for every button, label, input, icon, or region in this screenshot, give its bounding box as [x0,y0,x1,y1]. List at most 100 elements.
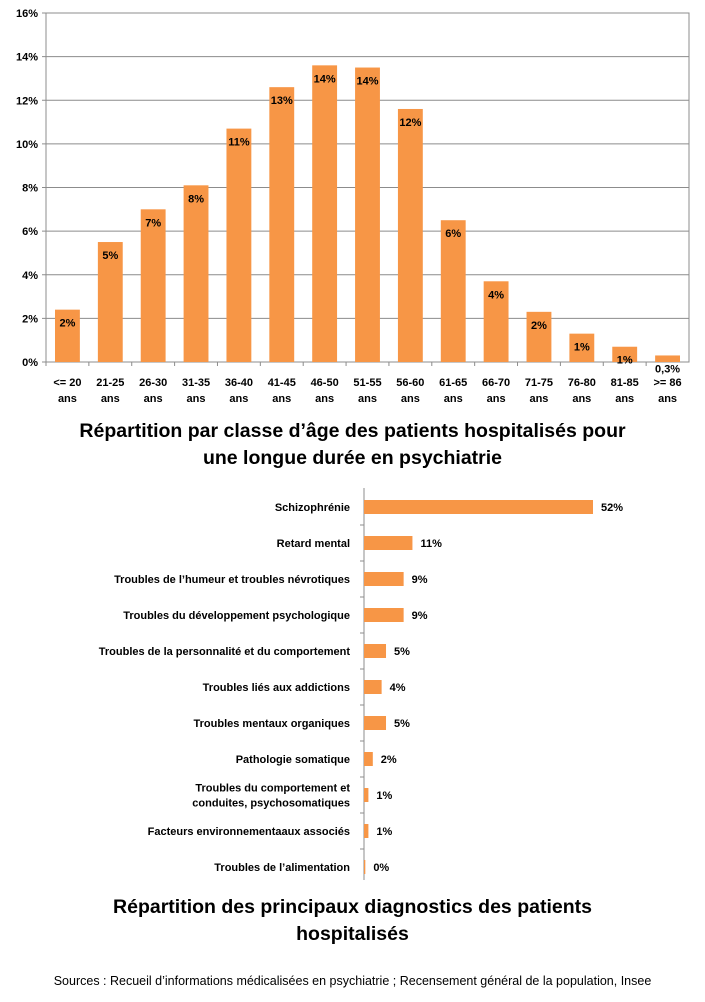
bar [364,860,366,874]
data-label: 5% [394,646,410,658]
data-label: 14% [314,73,336,85]
data-label: 11% [420,538,442,550]
y-tick-label: 0% [22,357,38,369]
x-tick-label: ans [58,393,77,405]
x-tick-label: ans [444,393,463,405]
age-chart-title-line2: une longue durée en psychiatrie [202,447,503,469]
category-label: Troubles liés aux addictions [203,682,350,694]
data-label: 1% [376,826,392,838]
data-label: 5% [102,250,118,262]
bar [526,311,552,362]
data-label: 1% [617,355,633,367]
category-label: Troubles du comportement et [195,783,350,795]
data-label: 13% [271,95,293,107]
data-label: 12% [399,117,421,129]
x-tick-label: 81-85 [611,377,639,389]
x-tick-label: ans [615,393,634,405]
category-label: Facteurs environnementaaux associés [148,826,350,838]
bar [364,788,369,802]
x-tick-label: 56-60 [396,377,424,389]
data-label: 2% [59,318,75,330]
x-tick-label: ans [401,393,420,405]
bar [364,824,369,838]
category-label: Troubles mentaux organiques [194,718,350,730]
bar [226,128,252,362]
data-label: 0% [373,862,389,874]
age-chart-title-line1: Répartition par classe d’âge des patient… [79,420,626,442]
y-tick-label: 10% [16,139,38,151]
diagnosis-distribution-chart: 52% Schizophrénie 11% Retard mental 9% Troubl… [99,488,623,880]
diagnosis-chart-title-line2: hospitalisés [296,923,409,945]
data-label: 5% [394,718,410,730]
data-label: 11% [228,137,250,149]
data-label: 0,3% [655,363,680,375]
data-label: 2% [531,320,547,332]
y-tick-label: 14% [16,52,38,64]
y-tick-label: 8% [22,183,38,195]
diagnosis-chart-title: Répartition des principaux diagnostics d… [0,894,705,948]
y-tick-label: 2% [22,313,38,325]
bar [312,65,338,362]
bar [364,752,373,766]
category-label: Troubles du développement psychologique [123,610,350,622]
data-label: 9% [412,610,428,622]
x-tick-label: 41-45 [268,377,296,389]
data-label: 52% [601,502,623,514]
bar [655,355,680,362]
bar [140,209,166,362]
bar [364,536,413,550]
x-tick-label: 46-50 [311,377,339,389]
bar [364,716,387,730]
bar [440,220,466,362]
bar [364,644,387,658]
bar [569,333,595,362]
bar [97,242,123,362]
source-note: Sources : Recueil d’informations médical… [53,974,652,988]
category-label: Troubles de l’alimentation [214,862,350,874]
data-label: 6% [445,228,461,240]
bar [364,680,382,694]
x-tick-label: >= 86 [653,377,681,389]
bar [364,500,593,514]
diagnosis-chart-title-line1: Répartition des principaux diagnostics d… [113,896,592,918]
x-tick-label: ans [101,393,120,405]
category-label: Schizophrénie [275,502,350,514]
bar [612,346,638,362]
bar [397,108,423,362]
category-label: Troubles de l’humeur et troubles névroti… [114,574,350,586]
x-tick-label: 61-65 [439,377,467,389]
y-tick-label: 12% [16,95,38,107]
data-label: 8% [188,193,204,205]
data-label: 7% [145,217,161,229]
bar [55,309,80,362]
bar [269,87,295,362]
x-tick-label: ans [229,393,248,405]
data-label: 14% [356,76,378,88]
bar [364,572,404,586]
x-tick-label: 51-55 [353,377,381,389]
x-tick-label: ans [487,393,506,405]
bar [355,67,380,362]
bar [364,608,404,622]
age-distribution-chart: 0% 2% 4% 6% 8% 10% 12% 14% 16% 2% <= 20 ans 5% 21-25 a… [16,8,690,405]
data-label: 9% [412,574,428,586]
data-label: 1% [574,342,590,354]
y-tick-label: 6% [22,226,38,238]
category-label: Troubles de la personnalité et du compor… [99,646,351,658]
y-tick-label: 16% [16,8,38,20]
category-label: Pathologie somatique [236,754,350,766]
x-tick-label: 71-75 [525,377,553,389]
x-tick-label: 36-40 [225,377,253,389]
x-tick-label: <= 20 [53,377,81,389]
bar [183,185,209,362]
x-tick-label: 31-35 [182,377,210,389]
x-tick-label: 76-80 [568,377,596,389]
data-label: 4% [390,682,406,694]
x-tick-label: ans [144,393,163,405]
category-label: conduites, psychosomatiques [192,798,350,810]
x-tick-label: ans [272,393,291,405]
category-label: Retard mental [277,538,350,550]
x-tick-label: 26-30 [139,377,167,389]
bar [483,281,509,362]
